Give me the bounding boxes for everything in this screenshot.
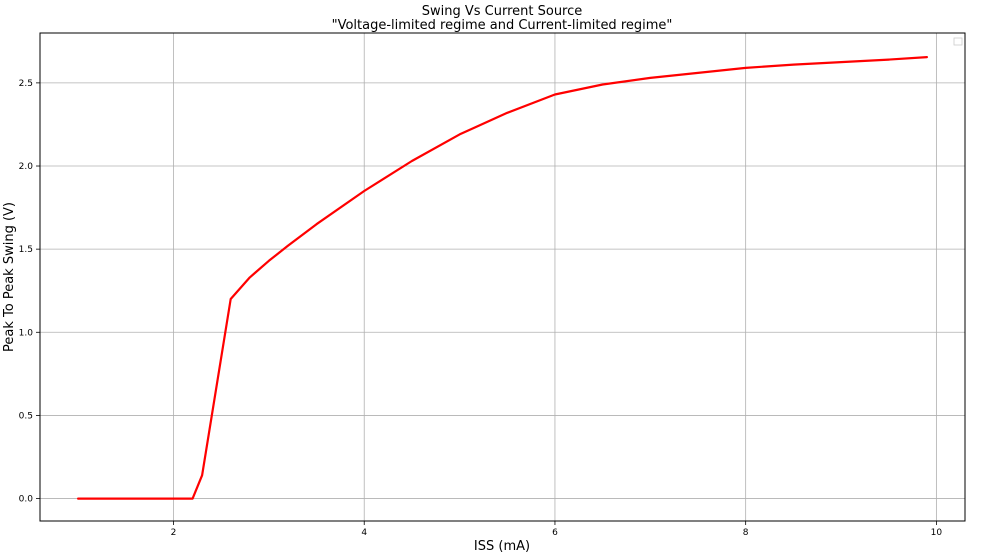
chart-subtitle: "Voltage-limited regime and Current-limi… bbox=[332, 18, 673, 33]
y-tick-label: 2.5 bbox=[19, 79, 33, 89]
y-axis-ticks: 0.0 0.5 1.0 1.5 2.0 2.5 bbox=[19, 79, 40, 505]
x-tick-label: 2 bbox=[171, 528, 177, 538]
series-layer bbox=[76, 55, 929, 500]
y-tick-label: 1.0 bbox=[19, 328, 34, 338]
x-tick-label: 10 bbox=[931, 528, 943, 538]
y-tick-label: 1.5 bbox=[19, 245, 33, 255]
x-tick-label: 4 bbox=[361, 528, 367, 538]
x-gridlines bbox=[173, 33, 937, 521]
x-axis-ticks: 2 4 6 8 10 bbox=[171, 521, 943, 538]
series-line-1 bbox=[76, 55, 929, 500]
y-axis-label: Peak To Peak Swing (V) bbox=[2, 202, 17, 352]
x-axis-label: ISS (mA) bbox=[474, 539, 530, 554]
y-tick-label: 0.5 bbox=[19, 411, 33, 421]
y-tick-label: 2.0 bbox=[19, 162, 34, 172]
y-gridlines bbox=[40, 82, 965, 499]
legend-box bbox=[953, 37, 963, 46]
x-tick-label: 8 bbox=[743, 528, 749, 538]
chart-title: Swing Vs Current Source bbox=[422, 4, 583, 19]
y-tick-label: 0.0 bbox=[19, 495, 34, 505]
x-tick-label: 6 bbox=[552, 528, 558, 538]
plot-area-frame bbox=[39, 32, 966, 522]
